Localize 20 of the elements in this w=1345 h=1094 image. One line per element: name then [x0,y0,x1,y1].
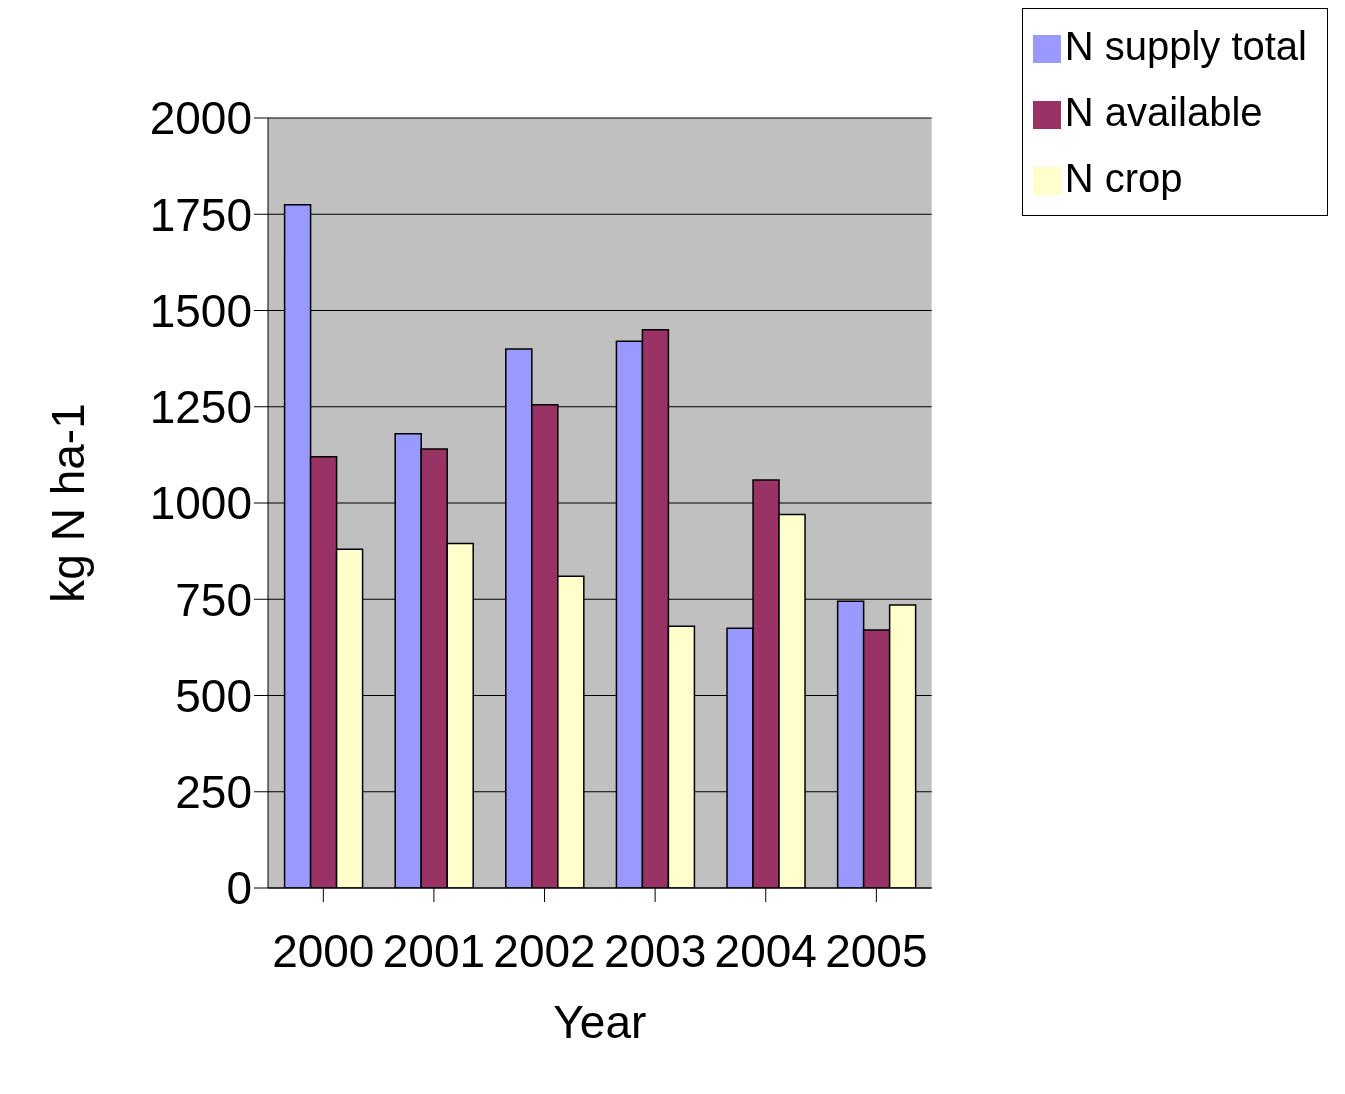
y-axis-title: kg N ha-1 [42,403,95,603]
y-tick-label: 1250 [149,381,252,434]
x-tick-label: 2005 [825,924,928,977]
x-tick-label: 2004 [714,924,817,977]
y-tick-label: 750 [175,573,252,626]
x-tick-label: 2001 [382,924,486,977]
legend-label: N supply total [1064,24,1307,68]
y-tick-label: 500 [175,669,252,722]
x-tick-label: 2003 [603,924,707,977]
y-tick-label: 0 [226,862,252,915]
y-tick-label: 250 [175,766,252,819]
legend-label: N crop [1064,156,1183,200]
y-tick-label: 1000 [149,477,252,530]
y-tick-label: 1750 [149,188,252,241]
y-tick-label: 1500 [149,284,252,337]
x-tick-label: 2000 [272,924,375,977]
legend-label: N available [1064,90,1263,134]
x-tick-label: 2002 [493,924,596,977]
x-axis-title: Year [553,996,647,1048]
y-tick-label: 2000 [149,92,252,145]
